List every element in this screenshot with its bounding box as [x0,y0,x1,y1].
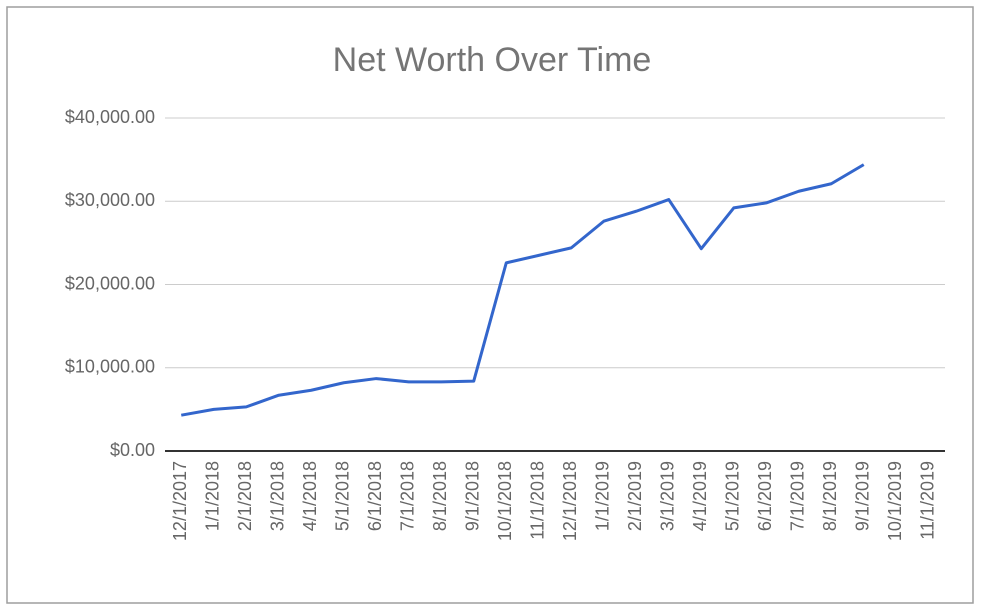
x-tick-label: 3/1/2019 [658,461,678,531]
y-tick-label: $20,000.00 [65,273,155,293]
x-tick-label: 1/1/2019 [593,461,613,531]
x-tick-label: 9/1/2019 [853,461,873,531]
x-tick-label: 8/1/2019 [820,461,840,531]
x-tick-label: 2/1/2018 [235,461,255,531]
x-tick-label: 10/1/2018 [495,461,515,541]
x-tick-label: 7/1/2019 [788,461,808,531]
x-tick-label: 12/1/2018 [560,461,580,541]
x-tick-label: 4/1/2019 [690,461,710,531]
x-tick-label: 5/1/2019 [723,461,743,531]
data-line [180,163,865,417]
y-tick-label: $30,000.00 [65,190,155,210]
chart-frame [6,6,974,604]
y-tick-label: $40,000.00 [65,107,155,127]
chart-title: Net Worth Over Time [333,41,652,79]
x-tick-label: 6/1/2018 [365,461,385,531]
x-tick-label: 6/1/2019 [755,461,775,531]
x-tick-label: 7/1/2018 [398,461,418,531]
x-tick-label: 8/1/2018 [430,461,450,531]
y-tick-label: $10,000.00 [65,357,155,377]
x-tick-label: 11/1/2019 [918,461,938,540]
x-tick-label: 12/1/2017 [170,461,190,541]
x-tick-label: 5/1/2018 [333,461,353,531]
x-tick-label: 10/1/2019 [885,461,905,541]
x-tick-label: 2/1/2019 [625,461,645,531]
x-tick-label: 9/1/2018 [463,461,483,531]
x-tick-label: 4/1/2018 [300,461,320,531]
y-tick-label: $0.00 [110,440,155,460]
x-tick-label: 3/1/2018 [268,461,288,531]
x-tick-label: 1/1/2018 [203,461,223,531]
x-tick-label: 11/1/2018 [528,461,548,540]
